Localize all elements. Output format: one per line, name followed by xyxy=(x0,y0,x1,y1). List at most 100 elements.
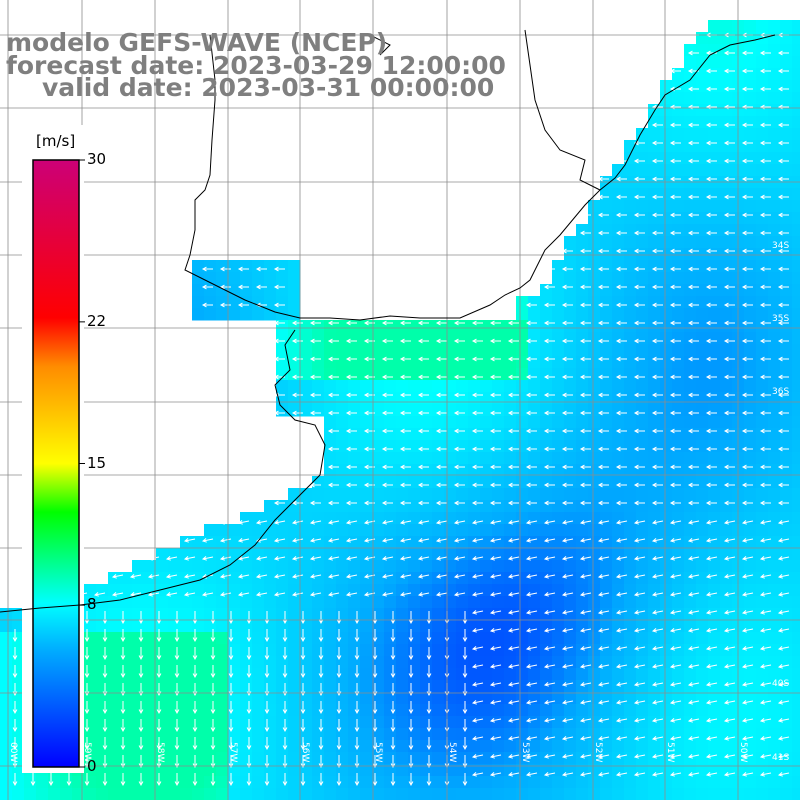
ocean-cell xyxy=(660,164,673,177)
wind-arrow xyxy=(759,446,771,452)
ocean-cell xyxy=(792,752,800,765)
wind-arrow xyxy=(399,356,411,362)
wind-arrow xyxy=(354,611,360,625)
wind-arrow xyxy=(309,338,321,344)
ocean-cell xyxy=(180,728,193,741)
wind-arrow xyxy=(633,392,645,398)
wind-arrow xyxy=(669,754,682,759)
ocean-cell xyxy=(708,704,721,717)
ocean-cell xyxy=(264,584,277,597)
ocean-cell xyxy=(180,620,193,633)
wind-arrow xyxy=(561,482,573,488)
ocean-cell xyxy=(780,632,793,645)
wind-arrow xyxy=(597,320,609,326)
ocean-cell xyxy=(708,752,721,765)
ocean-cell xyxy=(216,596,229,609)
ocean-cell xyxy=(480,512,493,525)
wind-arrow xyxy=(453,392,465,398)
ocean-cell xyxy=(552,536,565,549)
ocean-cell xyxy=(684,116,697,129)
wind-arrow xyxy=(237,538,250,543)
ocean-cell xyxy=(636,272,649,285)
wind-arrow xyxy=(381,320,393,326)
ocean-cell xyxy=(96,728,109,741)
ocean-cell xyxy=(552,584,565,597)
ocean-cell xyxy=(288,572,301,585)
ocean-cell xyxy=(696,344,709,357)
wind-arrow xyxy=(12,755,18,769)
wind-arrow xyxy=(102,665,108,679)
ocean-cell xyxy=(576,224,589,237)
ocean-cell xyxy=(648,764,661,777)
wind-arrow xyxy=(507,428,519,434)
ocean-cell xyxy=(756,20,769,33)
ocean-cell xyxy=(756,656,769,669)
ocean-cell xyxy=(624,188,637,201)
ocean-cell xyxy=(420,728,433,741)
ocean-cell xyxy=(156,788,169,800)
ocean-cell xyxy=(552,488,565,501)
wind-arrow xyxy=(354,755,360,769)
wind-arrow xyxy=(669,574,682,579)
ocean-cell xyxy=(432,332,445,345)
wind-arrow xyxy=(687,212,699,218)
ocean-cell xyxy=(288,620,301,633)
ocean-cell xyxy=(144,716,157,729)
wind-arrow xyxy=(471,446,483,452)
wind-arrow xyxy=(759,646,772,651)
ocean-cell xyxy=(396,512,409,525)
ocean-cell xyxy=(408,752,421,765)
ocean-cell xyxy=(168,560,181,573)
wind-arrow xyxy=(120,737,126,751)
wind-arrow xyxy=(615,610,628,615)
ocean-cell xyxy=(660,644,673,657)
wind-arrow xyxy=(345,356,357,362)
ocean-cell xyxy=(396,488,409,501)
wind-arrow xyxy=(723,212,735,218)
ocean-cell xyxy=(708,656,721,669)
ocean-cell xyxy=(780,344,793,357)
ocean-cell xyxy=(384,560,397,573)
ocean-cell xyxy=(504,488,517,501)
ocean-cell xyxy=(552,752,565,765)
ocean-cell xyxy=(480,776,493,789)
ocean-cell xyxy=(516,596,529,609)
wind-arrow xyxy=(651,356,663,362)
wind-arrow xyxy=(174,737,180,751)
ocean-cell xyxy=(612,200,625,213)
ocean-cell xyxy=(84,596,97,609)
ocean-cell xyxy=(756,380,769,393)
ocean-cell xyxy=(396,584,409,597)
ocean-cell xyxy=(696,320,709,333)
wind-arrow xyxy=(291,592,304,597)
ocean-cell xyxy=(480,644,493,657)
wind-arrow xyxy=(687,736,700,741)
ocean-cell xyxy=(720,332,733,345)
ocean-cell xyxy=(120,716,133,729)
wind-arrow xyxy=(507,700,520,705)
wind-arrow xyxy=(615,230,627,236)
ocean-cell xyxy=(696,476,709,489)
wind-arrow xyxy=(633,700,646,705)
wind-arrow xyxy=(759,374,771,380)
ocean-cell xyxy=(300,524,313,537)
wind-arrow xyxy=(372,629,378,643)
ocean-cell xyxy=(96,680,109,693)
wind-arrow xyxy=(579,556,592,561)
ocean-cell xyxy=(696,776,709,789)
ocean-cell xyxy=(600,704,613,717)
ocean-cell xyxy=(672,488,685,501)
wind-arrow xyxy=(507,338,519,344)
ocean-cell xyxy=(540,512,553,525)
wind-arrow xyxy=(12,719,18,733)
ocean-cell xyxy=(324,440,337,453)
wind-arrow xyxy=(741,284,753,290)
wind-arrow xyxy=(669,646,682,651)
map-title-model: modelo GEFS-WAVE (NCEP) xyxy=(6,28,388,57)
wind-arrow xyxy=(471,664,484,669)
wind-arrow xyxy=(561,538,574,543)
ocean-cell xyxy=(624,764,637,777)
ocean-cell xyxy=(336,440,349,453)
wind-arrow xyxy=(201,538,214,543)
ocean-cell xyxy=(660,548,673,561)
